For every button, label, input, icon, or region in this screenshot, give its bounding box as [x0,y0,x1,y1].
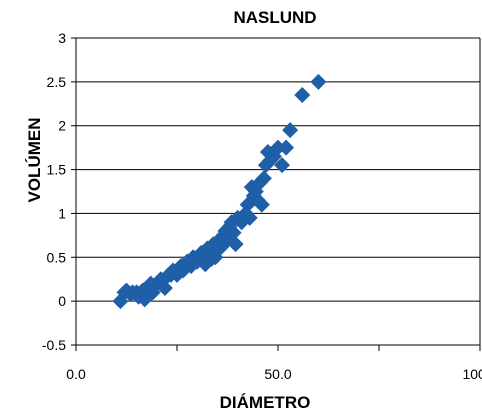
y-tick-label: 3 [58,30,66,46]
data-point [227,236,244,253]
y-tick-label: 0.5 [47,249,67,265]
y-axis-label: VOLÚMEN [25,118,44,203]
data-points [112,73,327,310]
x-tick-label: 0.0 [66,366,86,382]
tick-labels: -0.5 0 0.5 1 1.5 2 2.5 3 0.0 50.0 100.0 [42,30,482,382]
data-point [156,279,173,296]
data-point [294,87,311,104]
data-point [274,157,291,174]
data-point [241,209,258,226]
data-point [278,139,295,156]
data-point [255,170,272,187]
data-point [282,122,299,139]
axes [71,37,481,351]
y-tick-label: 1.5 [47,162,67,178]
data-point [270,139,286,156]
data-point [310,73,327,90]
x-tick-label: 100.0 [462,366,482,382]
y-tick-label: 2.5 [47,74,67,90]
x-axis-label: DIÁMETRO [220,393,311,412]
y-tick-label: -0.5 [42,337,66,353]
y-tick-label: 2 [58,118,66,134]
x-tick-label: 50.0 [264,366,291,382]
chart-title: NASLUND [233,8,316,27]
y-tick-label: 1 [58,205,66,221]
data-point [253,196,270,213]
y-tick-label: 0 [58,293,66,309]
data-point [225,224,242,241]
